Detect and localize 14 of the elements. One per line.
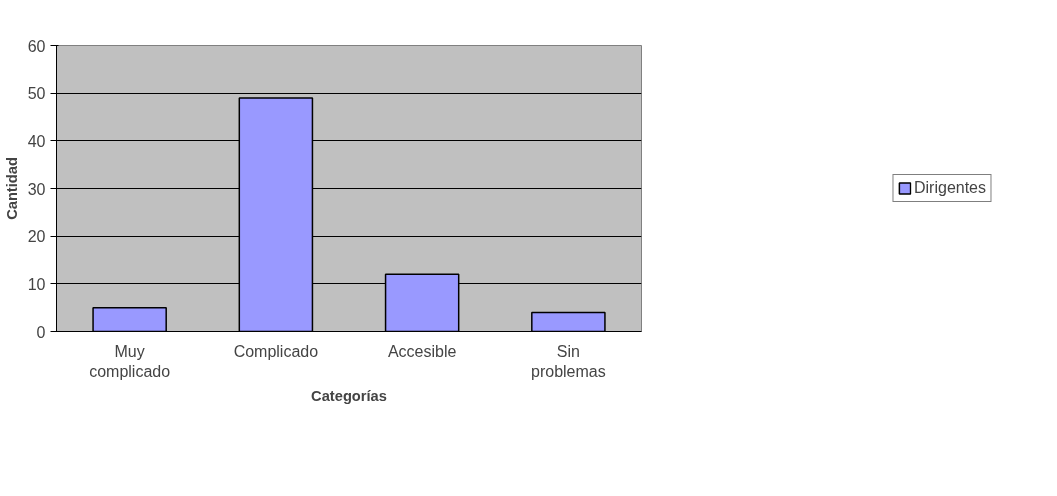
x-tick-label: Sin problemas: [531, 342, 606, 380]
y-tick-label: 30: [27, 180, 46, 198]
x-tick-label: Accesible: [387, 342, 457, 360]
y-tick-label: 20: [27, 228, 46, 246]
y-tick-label: 0: [36, 323, 46, 341]
y-tick-label: 60: [27, 37, 46, 55]
y-axis-title: Cantidad: [3, 157, 20, 220]
x-tick-label: Muy complicado: [89, 342, 171, 380]
legend-label: Dirigentes: [913, 179, 987, 197]
x-axis-title: Categorías: [311, 387, 387, 404]
y-tick-label: 40: [27, 132, 46, 150]
y-tick-label: 50: [27, 85, 46, 103]
y-tick-label: 10: [27, 275, 46, 293]
x-tick-label: Complicado: [233, 342, 319, 360]
